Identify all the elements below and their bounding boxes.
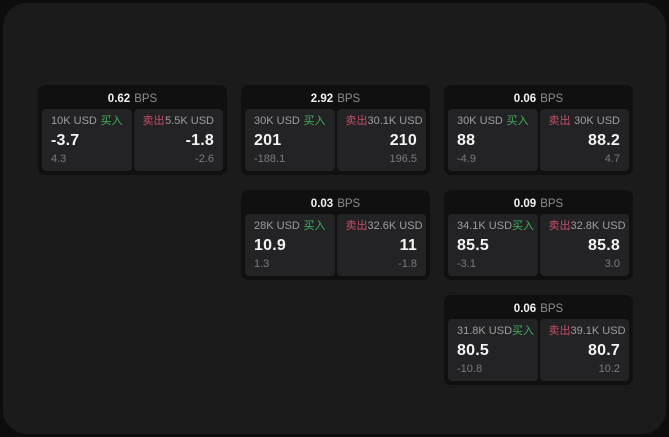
buy-tile[interactable]: 31.8K USD 买入 80.5 -10.8 xyxy=(448,319,538,381)
sell-price: 210 xyxy=(389,131,417,149)
sell-side-button[interactable]: 卖出 xyxy=(142,115,165,127)
sell-price: -1.8 xyxy=(185,131,214,149)
sell-price: 85.8 xyxy=(588,236,620,254)
sell-price: 80.7 xyxy=(588,341,620,359)
spread-unit: BPS xyxy=(540,302,564,315)
sell-delta: 10.2 xyxy=(598,363,620,375)
sell-amount: 32.6K USD xyxy=(367,220,423,232)
spread-header: 0.06 BPS xyxy=(448,89,629,109)
sell-tile[interactable]: 卖出 30.1K USD 210 196.5 xyxy=(336,109,426,171)
buy-delta: -188.1 xyxy=(254,153,286,165)
buy-side-button[interactable]: 买入 xyxy=(512,220,535,232)
sell-delta: -2.6 xyxy=(195,153,214,165)
buy-price: 85.5 xyxy=(457,236,489,254)
sell-tile[interactable]: 卖出 39.1K USD 80.7 10.2 xyxy=(539,319,629,381)
buy-tile[interactable]: 34.1K USD 买入 85.5 -3.1 xyxy=(448,214,538,276)
buy-amount: 28K USD xyxy=(254,220,300,232)
buy-amount: 30K USD xyxy=(457,115,503,127)
quote-body: 31.8K USD 买入 80.5 -10.8 卖出 39.1K USD 80.… xyxy=(448,319,629,381)
sell-side-button[interactable]: 卖出 xyxy=(548,220,571,232)
sell-amount: 39.1K USD xyxy=(570,325,626,337)
buy-tile[interactable]: 30K USD 买入 88 -4.9 xyxy=(448,109,538,171)
sell-amount: 32.8K USD xyxy=(570,220,626,232)
sell-delta: 4.7 xyxy=(604,153,620,165)
buy-amount: 30K USD xyxy=(254,115,300,127)
spread-unit: BPS xyxy=(134,92,158,105)
spread-header: 0.03 BPS xyxy=(245,194,426,214)
spread-value: 2.92 xyxy=(310,92,334,105)
sell-amount: 30.1K USD xyxy=(367,115,423,127)
buy-delta: -3.1 xyxy=(457,258,476,270)
sell-side-button[interactable]: 卖出 xyxy=(345,115,368,127)
buy-price: 88 xyxy=(457,131,476,149)
quote-card: 0.09 BPS 34.1K USD 买入 85.5 -3.1 卖出 32.8K… xyxy=(444,190,633,280)
spread-value: 0.62 xyxy=(107,92,131,105)
spread-value: 0.06 xyxy=(513,92,537,105)
quote-card: 0.62 BPS 10K USD 买入 -3.7 4.3 卖出 5.5K USD xyxy=(38,85,227,175)
spread-value: 0.03 xyxy=(310,197,334,210)
sell-amount: 30K USD xyxy=(574,115,620,127)
sell-amount: 5.5K USD xyxy=(165,115,214,127)
sell-side-button[interactable]: 卖出 xyxy=(548,115,571,127)
quotes-grid: 0.62 BPS 10K USD 买入 -3.7 4.3 卖出 5.5K USD xyxy=(38,85,633,385)
sell-delta: 3.0 xyxy=(604,258,620,270)
quote-body: 34.1K USD 买入 85.5 -3.1 卖出 32.8K USD 85.8… xyxy=(448,214,629,276)
spread-unit: BPS xyxy=(337,92,361,105)
sell-side-button[interactable]: 卖出 xyxy=(345,220,368,232)
spread-unit: BPS xyxy=(337,197,361,210)
buy-amount: 10K USD xyxy=(51,115,97,127)
spread-header: 0.09 BPS xyxy=(448,194,629,214)
sell-delta: 196.5 xyxy=(389,153,417,165)
buy-side-button[interactable]: 买入 xyxy=(100,115,123,127)
sell-tile[interactable]: 卖出 30K USD 88.2 4.7 xyxy=(539,109,629,171)
sell-price: 88.2 xyxy=(588,131,620,149)
buy-side-button[interactable]: 买入 xyxy=(512,325,535,337)
spread-unit: BPS xyxy=(540,92,564,105)
buy-delta: -4.9 xyxy=(457,153,476,165)
spread-header: 2.92 BPS xyxy=(245,89,426,109)
quote-card: 2.92 BPS 30K USD 买入 201 -188.1 卖出 30.1K … xyxy=(241,85,430,175)
main-panel: 0.62 BPS 10K USD 买入 -3.7 4.3 卖出 5.5K USD xyxy=(3,3,666,434)
quote-body: 28K USD 买入 10.9 1.3 卖出 32.6K USD 11 -1.8 xyxy=(245,214,426,276)
buy-delta: 1.3 xyxy=(254,258,270,270)
buy-price: -3.7 xyxy=(51,131,80,149)
buy-amount: 31.8K USD xyxy=(457,325,513,337)
sell-tile[interactable]: 卖出 32.6K USD 11 -1.8 xyxy=(336,214,426,276)
quote-body: 30K USD 买入 201 -188.1 卖出 30.1K USD 210 1… xyxy=(245,109,426,171)
buy-side-button[interactable]: 买入 xyxy=(303,115,326,127)
quote-body: 10K USD 买入 -3.7 4.3 卖出 5.5K USD -1.8 -2.… xyxy=(42,109,223,171)
spread-header: 0.62 BPS xyxy=(42,89,223,109)
buy-delta: -10.8 xyxy=(457,363,483,375)
spread-value: 0.09 xyxy=(513,197,537,210)
quote-card: 0.03 BPS 28K USD 买入 10.9 1.3 卖出 32.6K US… xyxy=(241,190,430,280)
buy-amount: 34.1K USD xyxy=(457,220,513,232)
sell-side-button[interactable]: 卖出 xyxy=(548,325,571,337)
buy-side-button[interactable]: 买入 xyxy=(506,115,529,127)
spread-header: 0.06 BPS xyxy=(448,299,629,319)
spread-unit: BPS xyxy=(540,197,564,210)
buy-tile[interactable]: 10K USD 买入 -3.7 4.3 xyxy=(42,109,132,171)
spread-value: 0.06 xyxy=(513,302,537,315)
buy-side-button[interactable]: 买入 xyxy=(303,220,326,232)
buy-tile[interactable]: 28K USD 买入 10.9 1.3 xyxy=(245,214,335,276)
buy-price: 201 xyxy=(254,131,282,149)
buy-delta: 4.3 xyxy=(51,153,67,165)
quote-card: 0.06 BPS 30K USD 买入 88 -4.9 卖出 30K USD xyxy=(444,85,633,175)
sell-price: 11 xyxy=(399,236,417,254)
sell-tile[interactable]: 卖出 32.8K USD 85.8 3.0 xyxy=(539,214,629,276)
buy-price: 80.5 xyxy=(457,341,489,359)
sell-delta: -1.8 xyxy=(398,258,417,270)
quote-body: 30K USD 买入 88 -4.9 卖出 30K USD 88.2 4.7 xyxy=(448,109,629,171)
buy-price: 10.9 xyxy=(254,236,286,254)
sell-tile[interactable]: 卖出 5.5K USD -1.8 -2.6 xyxy=(133,109,223,171)
quote-card: 0.06 BPS 31.8K USD 买入 80.5 -10.8 卖出 39.1… xyxy=(444,295,633,385)
buy-tile[interactable]: 30K USD 买入 201 -188.1 xyxy=(245,109,335,171)
